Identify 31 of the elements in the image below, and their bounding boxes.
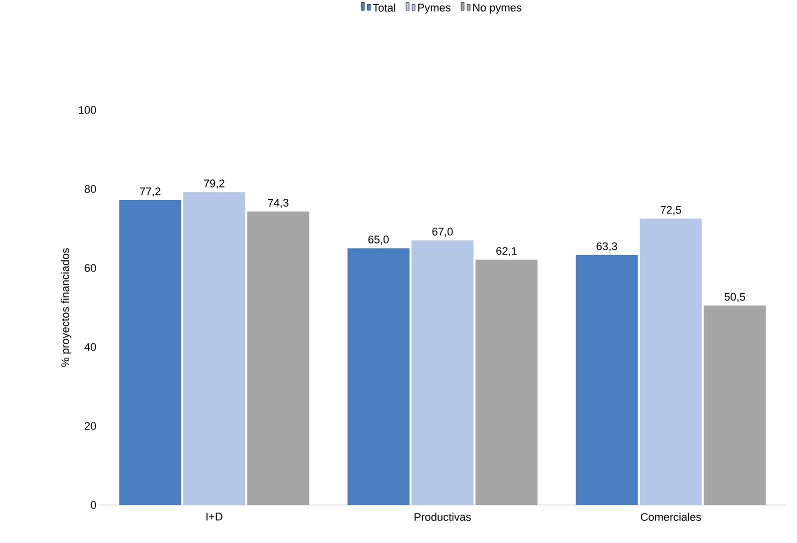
x-tick-label: Comerciales xyxy=(640,512,701,521)
x-tick-label: I+D xyxy=(206,512,222,520)
bar xyxy=(183,192,246,505)
data-label: 63,3 xyxy=(596,242,618,252)
y-tick-label: 60 xyxy=(84,264,96,272)
y-tick-label: 20 xyxy=(84,422,96,430)
legend-label: No pymes xyxy=(473,4,522,14)
bar xyxy=(412,240,474,505)
bar xyxy=(119,200,182,505)
bar xyxy=(704,306,766,505)
data-label: 72,5 xyxy=(660,206,682,216)
data-label: 62,1 xyxy=(496,247,517,256)
bar xyxy=(476,260,538,505)
bar xyxy=(576,254,638,505)
bar xyxy=(247,212,310,505)
data-label: 74,3 xyxy=(268,198,288,208)
data-label: 67,0 xyxy=(432,228,453,237)
data-label: 79,2 xyxy=(204,180,224,189)
bar xyxy=(348,248,410,505)
y-tick-label: 0 xyxy=(90,501,96,509)
y-tick-label: 100 xyxy=(78,106,96,114)
y-tick-label: 80 xyxy=(84,185,96,193)
data-label: 50,5 xyxy=(724,292,746,302)
data-label: 77,2 xyxy=(140,187,160,197)
y-axis-title: % proyectos financiados xyxy=(61,248,72,367)
legend-label: Pymes xyxy=(418,4,450,14)
bar xyxy=(640,218,702,505)
x-tick-label: Productivas xyxy=(414,512,471,521)
y-tick-label: 40 xyxy=(84,343,96,351)
data-label: 65,0 xyxy=(368,236,389,245)
legend-label: Total xyxy=(372,4,396,12)
